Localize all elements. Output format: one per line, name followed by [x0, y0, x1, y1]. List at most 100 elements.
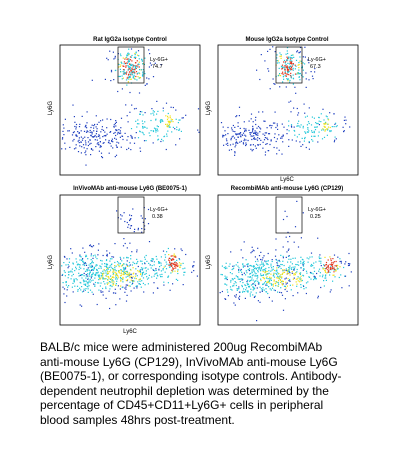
event-dot	[311, 135, 313, 137]
event-dot	[173, 256, 175, 258]
event-dot	[118, 271, 120, 273]
event-dot	[256, 134, 258, 136]
event-dot	[92, 255, 94, 257]
event-dot	[74, 270, 76, 272]
event-dot	[282, 67, 284, 69]
event-dot	[305, 72, 307, 74]
event-dot	[270, 140, 272, 142]
event-dot	[296, 200, 298, 202]
event-dot	[166, 126, 168, 128]
event-dot	[288, 120, 290, 122]
event-dot	[144, 84, 146, 86]
event-dot	[251, 271, 253, 273]
event-dot	[87, 269, 89, 271]
event-dot	[98, 275, 100, 277]
event-dot	[302, 62, 304, 64]
event-dot	[127, 78, 129, 80]
event-dot	[308, 130, 310, 132]
plot-frame	[59, 194, 201, 326]
event-dot	[332, 274, 334, 276]
event-dot	[297, 125, 299, 127]
event-dot	[114, 57, 116, 59]
event-dot	[80, 274, 82, 276]
event-dot	[83, 279, 85, 281]
event-dot	[289, 61, 291, 63]
event-dot	[130, 269, 132, 271]
event-dot	[197, 108, 200, 110]
event-dot	[296, 73, 298, 75]
event-dot	[167, 117, 169, 119]
event-dot	[281, 264, 283, 266]
event-dot	[269, 276, 271, 278]
event-dot	[168, 259, 170, 261]
event-dot	[250, 252, 252, 254]
event-dot	[289, 280, 291, 282]
event-dot	[299, 277, 301, 279]
event-dot	[176, 265, 178, 267]
event-dot	[177, 270, 179, 272]
event-dot	[109, 288, 111, 290]
event-dot	[104, 131, 106, 133]
event-dot	[243, 288, 245, 290]
event-dot	[127, 226, 129, 228]
event-dot	[105, 134, 107, 137]
event-dot	[67, 267, 69, 269]
event-dot	[325, 274, 327, 276]
event-dot	[174, 270, 176, 272]
event-dot	[307, 127, 309, 129]
event-dot	[282, 270, 284, 272]
event-dot	[84, 251, 86, 253]
event-dot	[164, 271, 166, 273]
event-dot	[107, 279, 109, 281]
event-dot	[258, 266, 260, 268]
event-dot	[135, 67, 137, 69]
event-dot	[168, 257, 171, 259]
event-dot	[315, 122, 317, 124]
event-dot	[123, 61, 125, 63]
event-dot	[121, 286, 123, 289]
event-dot	[268, 270, 270, 272]
event-dot	[286, 273, 288, 275]
event-dot	[133, 65, 135, 67]
event-dot	[255, 131, 257, 133]
event-dot	[332, 263, 334, 266]
event-dot	[260, 273, 262, 275]
event-dot	[227, 144, 229, 146]
event-dot	[340, 262, 342, 264]
event-dot	[127, 69, 129, 71]
event-dot	[63, 262, 65, 264]
event-dot	[323, 123, 325, 125]
event-dot	[325, 261, 328, 264]
event-dot	[324, 123, 326, 125]
event-dot	[106, 57, 108, 59]
event-dot	[284, 71, 286, 73]
event-dot	[114, 55, 116, 57]
event-dot	[262, 276, 264, 279]
event-dot	[255, 123, 257, 126]
event-dot	[240, 270, 242, 272]
event-dot	[313, 132, 315, 134]
event-dot	[281, 135, 283, 138]
event-dot	[125, 79, 128, 81]
event-dot	[332, 268, 334, 270]
event-dot	[92, 279, 94, 281]
event-dot	[247, 265, 249, 267]
event-dot	[78, 126, 81, 128]
event-dot	[226, 289, 228, 291]
event-dot	[130, 218, 132, 220]
event-dot	[308, 62, 310, 64]
event-dot	[89, 245, 91, 247]
event-dot	[239, 133, 241, 135]
event-dot	[289, 69, 291, 71]
event-dot	[127, 74, 130, 76]
event-dot	[129, 227, 131, 229]
event-dot	[127, 53, 129, 55]
event-dot	[73, 281, 75, 283]
plot-frame	[217, 44, 359, 176]
event-dot	[327, 119, 330, 121]
event-dot	[132, 273, 134, 275]
event-dot	[300, 272, 302, 274]
event-dot	[304, 46, 306, 48]
event-dot	[294, 64, 296, 66]
event-dot	[334, 276, 336, 278]
